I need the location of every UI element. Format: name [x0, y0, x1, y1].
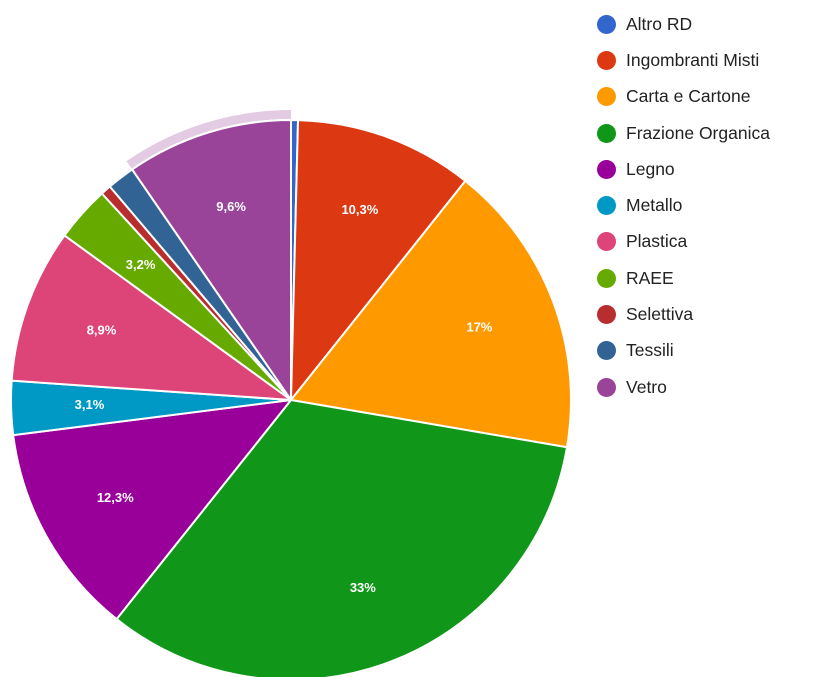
slice-label-frazione-organica: 33% [350, 580, 376, 595]
slice-label-raee: 3,2% [126, 257, 156, 272]
legend-swatch [597, 268, 616, 288]
slice-label-ingombranti-misti: 10,3% [341, 202, 378, 217]
slice-label-vetro: 9,6% [216, 199, 246, 214]
legend-label: Vetro [626, 376, 667, 397]
legend-item-ingombranti-misti[interactable]: Ingombranti Misti [597, 42, 770, 78]
legend-label: RAEE [626, 267, 674, 288]
legend-item-metallo[interactable]: Metallo [597, 187, 770, 223]
slice-label-metallo: 3,1% [75, 397, 105, 412]
legend-label: Carta e Cartone [626, 86, 751, 107]
chart-legend: Altro RD Ingombranti Misti Carta e Cartone… [597, 6, 770, 405]
legend-label: Ingombranti Misti [626, 49, 760, 70]
legend-swatch [597, 14, 616, 34]
legend-swatch [597, 159, 616, 179]
legend-label: Tessili [626, 340, 674, 361]
legend-item-carta-e-cartone[interactable]: Carta e Cartone [597, 79, 770, 115]
slice-legno[interactable] [12, 399, 292, 621]
slice-highlight-vetro [126, 110, 291, 169]
legend-item-tessili[interactable]: Tessili [597, 333, 770, 369]
slice-frazione-organica[interactable] [115, 399, 568, 677]
legend-item-raee[interactable]: RAEE [597, 260, 770, 296]
pie-chart-plot: 10,3% 17% 33% 12,3% 3,1% 8,9% 3,2% 9,6% [10, 110, 572, 677]
legend-swatch [597, 305, 616, 325]
legend-label: Frazione Organica [626, 122, 770, 143]
slice-label-plastica: 8,9% [87, 323, 117, 338]
slice-label-carta-e-cartone: 17% [466, 320, 492, 335]
legend-item-legno[interactable]: Legno [597, 151, 770, 187]
legend-label: Plastica [626, 231, 688, 252]
legend-swatch [597, 87, 616, 107]
legend-item-frazione-organica[interactable]: Frazione Organica [597, 115, 770, 151]
slice-plastica[interactable] [10, 234, 292, 401]
slice-vetro[interactable] [131, 119, 292, 401]
slice-carta-e-cartone[interactable] [290, 179, 572, 449]
slice-ingombranti-misti[interactable] [290, 119, 467, 401]
legend-swatch [597, 377, 616, 397]
legend-label: Altro RD [626, 13, 693, 34]
legend-swatch [597, 196, 616, 216]
legend-swatch [597, 232, 616, 252]
legend-swatch [597, 123, 616, 143]
legend-label: Legno [626, 158, 675, 179]
legend-item-vetro[interactable]: Vetro [597, 369, 770, 405]
legend-label: Selettiva [626, 304, 694, 325]
legend-swatch [597, 341, 616, 361]
legend-item-selettiva[interactable]: Selettiva [597, 296, 770, 332]
legend-item-altro-rd[interactable]: Altro RD [597, 6, 770, 42]
legend-item-plastica[interactable]: Plastica [597, 224, 770, 260]
legend-swatch [597, 50, 616, 70]
slice-label-legno: 12,3% [97, 490, 134, 505]
legend-label: Metallo [626, 195, 683, 216]
